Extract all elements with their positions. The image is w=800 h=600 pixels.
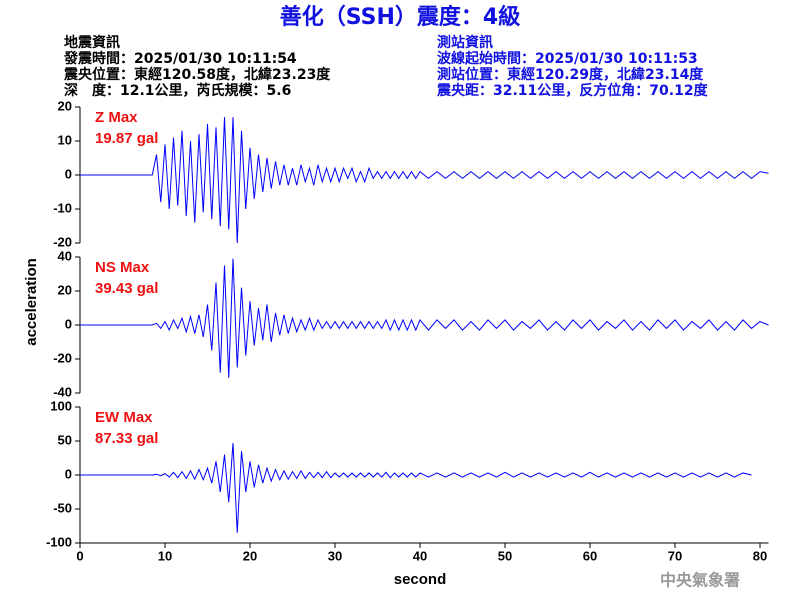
y-tick-label: -50 [53,500,72,515]
y-tick-label: 0 [65,466,72,481]
y-tick-label: 20 [58,98,72,113]
x-tick-label: 50 [498,548,512,563]
y-tick-label: 40 [58,248,72,263]
y-tick-label: 100 [50,398,72,413]
quake-info: 地震資訊 [64,34,120,51]
max-label: 19.87 gal [95,130,158,147]
x-tick-label: 40 [413,548,427,563]
x-tick-label: 70 [668,548,682,563]
x-tick-label: 30 [328,548,342,563]
panel-label: EW Max [95,409,153,426]
y-tick-label: 50 [58,432,72,447]
panel-label: Z Max [95,109,138,126]
waveform [80,258,769,378]
y-tick-label: -20 [53,350,72,365]
station-info: 測站資訊 [437,34,493,51]
quake-info: 震央位置：東經120.58度，北緯23.23度 [63,66,331,83]
panel-label: NS Max [95,259,150,276]
waveform [80,117,769,244]
x-tick-label: 10 [158,548,172,563]
station-info: 波線起始時間：2025/01/30 10:11:53 [437,50,698,67]
max-label: 39.43 gal [95,280,158,297]
x-tick-label: 60 [583,548,597,563]
y-tick-label: 20 [58,282,72,297]
y-tick-label: -10 [53,200,72,215]
station-info: 測站位置：東經120.29度，北緯23.14度 [437,66,704,83]
waveform [80,443,752,533]
y-axis-label: acceleration [23,258,40,346]
max-label: 87.33 gal [95,430,158,447]
y-tick-label: -100 [46,534,72,549]
quake-info: 深 度：12.1公里，芮氏規模：5.6 [64,82,291,99]
y-tick-label: 0 [65,316,72,331]
x-tick-label: 20 [243,548,257,563]
x-axis-label: second [394,571,447,588]
watermark: 中央氣象署 [660,571,740,590]
y-tick-label: -40 [53,384,72,399]
y-tick-label: -20 [53,234,72,249]
quake-info: 發震時間：2025/01/30 10:11:54 [63,50,297,67]
y-tick-label: 0 [65,166,72,181]
chart-title: 善化（SSH）震度：4級 [280,4,520,30]
y-tick-label: 10 [58,132,72,147]
station-info: 震央距：32.11公里，反方位角：70.12度 [436,82,709,99]
x-tick-label: 0 [76,548,83,563]
x-tick-label: 80 [753,548,767,563]
